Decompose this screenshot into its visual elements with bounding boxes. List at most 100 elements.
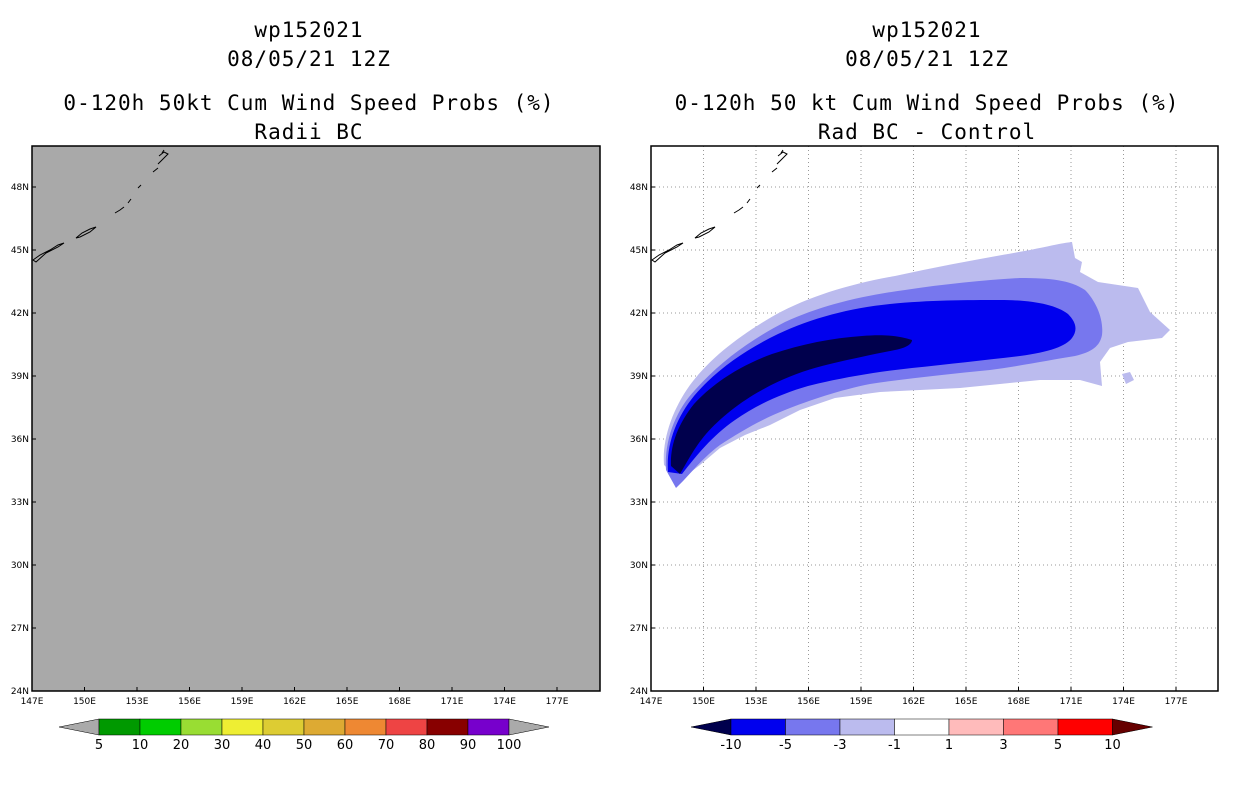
lon-tick-label: 171E [1060, 697, 1083, 707]
colorbar-box [948, 718, 1004, 736]
colorbar-box [262, 718, 305, 736]
colorbar-box [180, 718, 223, 736]
lat-tick-label: 24N [11, 687, 29, 697]
right-map-axis: 147E 150E 153E 156E 159E 162E 165E 168E 171E 174E… [630, 183, 1188, 707]
colorbar-label: 1 [945, 738, 953, 753]
lat-tick-label: 33N [11, 498, 29, 508]
lon-tick-label: 159E [231, 697, 254, 707]
colorbar-box [344, 718, 387, 736]
right-chart-title: 0-120h 50 kt Cum Wind Speed Probs (%) [674, 91, 1180, 115]
left-storm-id: wp152021 [254, 18, 364, 42]
colorbar-label: -10 [720, 738, 741, 753]
colorbar-box [98, 718, 141, 736]
colorbar-label: -1 [888, 738, 901, 753]
lon-tick-label: 162E [902, 697, 925, 707]
left-colorbar: 5 10 20 30 40 50 60 70 80 90 100 [58, 718, 550, 753]
lon-tick-label: 171E [441, 697, 464, 707]
colorbar-label: 3 [999, 738, 1007, 753]
lat-tick-label: 45N [630, 246, 648, 256]
lon-tick-label: 147E [21, 697, 44, 707]
lat-tick-label: 39N [11, 372, 29, 382]
left-chart-title: 0-120h 50kt Cum Wind Speed Probs (%) [63, 91, 555, 115]
left-map-background [31, 145, 601, 692]
colorbar-label: 100 [497, 738, 522, 753]
lat-tick-label: 42N [11, 309, 29, 319]
colorbar-box [467, 718, 510, 736]
colorbar-box [1003, 718, 1059, 736]
lon-tick-label: 168E [388, 697, 411, 707]
colorbar-label: 60 [337, 738, 354, 753]
colorbar-box [1057, 718, 1113, 736]
colorbar-label: -3 [834, 738, 847, 753]
lon-tick-label: 162E [283, 697, 306, 707]
colorbar-box [785, 718, 841, 736]
lon-tick-label: 156E [797, 697, 820, 707]
colorbar-label: 10 [1104, 738, 1121, 753]
lat-tick-label: 42N [630, 309, 648, 319]
left-coastline-kuril-islands [32, 149, 169, 263]
lon-tick-label: 165E [336, 697, 359, 707]
lon-tick-label: 174E [493, 697, 516, 707]
lat-tick-label: 39N [630, 372, 648, 382]
lon-tick-label: 159E [850, 697, 873, 707]
lat-tick-label: 30N [630, 561, 648, 571]
right-date: 08/05/21 12Z [845, 47, 1009, 71]
left-title-block: wp152021 08/05/21 12Z 0-120h 50kt Cum Wi… [0, 16, 618, 147]
right-map-frame [650, 145, 1219, 692]
lon-tick-label: 153E [745, 697, 768, 707]
colorbar-label: 5 [1054, 738, 1062, 753]
lon-tick-label: 150E [692, 697, 715, 707]
lon-tick-label: 156E [178, 697, 201, 707]
lat-tick-label: 33N [630, 498, 648, 508]
colorbar-box [894, 718, 950, 736]
colorbar-label: 5 [95, 738, 103, 753]
colorbar-label: 10 [132, 738, 149, 753]
colorbar-high-triangle [1112, 718, 1153, 736]
colorbar-box [839, 718, 895, 736]
colorbar-label: 70 [378, 738, 395, 753]
lon-tick-label: 174E [1112, 697, 1135, 707]
colorbar-low-triangle [58, 718, 100, 736]
lon-tick-label: 168E [1007, 697, 1030, 707]
colorbar-high-triangle [508, 718, 550, 736]
right-title-block: wp152021 08/05/21 12Z 0-120h 50 kt Cum W… [618, 16, 1236, 147]
left-map-axis: 147E 150E 153E 156E 159E 162E 165E 168E 171E 174E… [11, 183, 569, 707]
colorbar-label: 20 [173, 738, 190, 753]
lat-tick-label: 27N [11, 624, 29, 634]
colorbar-box [221, 718, 264, 736]
lon-tick-label: 147E [640, 697, 663, 707]
lat-tick-label: 27N [630, 624, 648, 634]
left-map-panel: 147E 150E 153E 156E 159E 162E 165E 168E 171E 174E… [11, 145, 601, 707]
right-colorbar: -10 -5 -3 -1 1 3 5 10 [690, 718, 1153, 753]
colorbar-label: 80 [419, 738, 436, 753]
lat-tick-label: 48N [11, 183, 29, 193]
lat-tick-label: 30N [11, 561, 29, 571]
right-map-panel: 147E 150E 153E 156E 159E 162E 165E 168E 171E 174E… [630, 145, 1219, 707]
lat-tick-label: 45N [11, 246, 29, 256]
lon-tick-label: 150E [73, 697, 96, 707]
colorbar-label: 50 [296, 738, 313, 753]
left-date: 08/05/21 12Z [227, 47, 391, 71]
colorbar-low-triangle [690, 718, 732, 736]
colorbar-box [303, 718, 346, 736]
right-chart-subtitle: Rad BC - Control [817, 120, 1037, 144]
colorbar-label: 40 [255, 738, 272, 753]
diff-region-minus10-to-minus5 [667, 300, 1076, 474]
diff-region-below-minus10 [670, 335, 912, 474]
lon-tick-label: 165E [955, 697, 978, 707]
lat-tick-label: 36N [11, 435, 29, 445]
diff-region-minus3-to-minus1-patch [1122, 372, 1134, 384]
colorbar-box [426, 718, 469, 736]
lat-tick-label: 36N [630, 435, 648, 445]
left-chart-subtitle: Radii BC [254, 120, 364, 144]
lon-tick-label: 177E [546, 697, 569, 707]
right-storm-id: wp152021 [872, 18, 982, 42]
colorbar-label: 30 [214, 738, 231, 753]
right-coastline-kuril-islands [651, 149, 788, 263]
lat-tick-label: 24N [630, 687, 648, 697]
colorbar-label: -5 [779, 738, 792, 753]
colorbar-label: 90 [460, 738, 477, 753]
lon-tick-label: 153E [126, 697, 149, 707]
colorbar-box [730, 718, 786, 736]
